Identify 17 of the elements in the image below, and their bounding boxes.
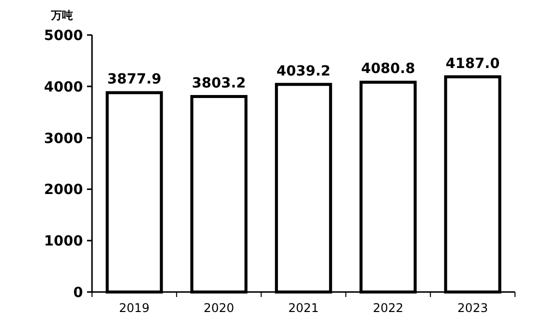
- data-label: 4187.0: [446, 56, 500, 72]
- x-tick-label: 2022: [372, 301, 404, 315]
- x-tick-label: 2021: [288, 301, 319, 315]
- y-tick-label: 3000: [44, 130, 84, 147]
- y-tick-label: 0: [73, 285, 84, 301]
- y-axis-title: 万吨: [50, 9, 73, 22]
- y-tick-label: 4000: [44, 79, 84, 96]
- y-tick-label: 5000: [44, 28, 84, 44]
- y-tick-label: 1000: [44, 234, 84, 250]
- data-label: 4080.8: [361, 61, 416, 78]
- data-label: 3877.9: [107, 72, 162, 88]
- x-tick-label: 2019: [119, 301, 150, 315]
- data-label: 4039.2: [276, 63, 331, 80]
- x-tick-label: 2020: [204, 301, 234, 315]
- data-label: 3803.2: [192, 76, 246, 92]
- y-tick-label: 2000: [44, 182, 84, 198]
- x-tick-label: 2023: [457, 301, 488, 315]
